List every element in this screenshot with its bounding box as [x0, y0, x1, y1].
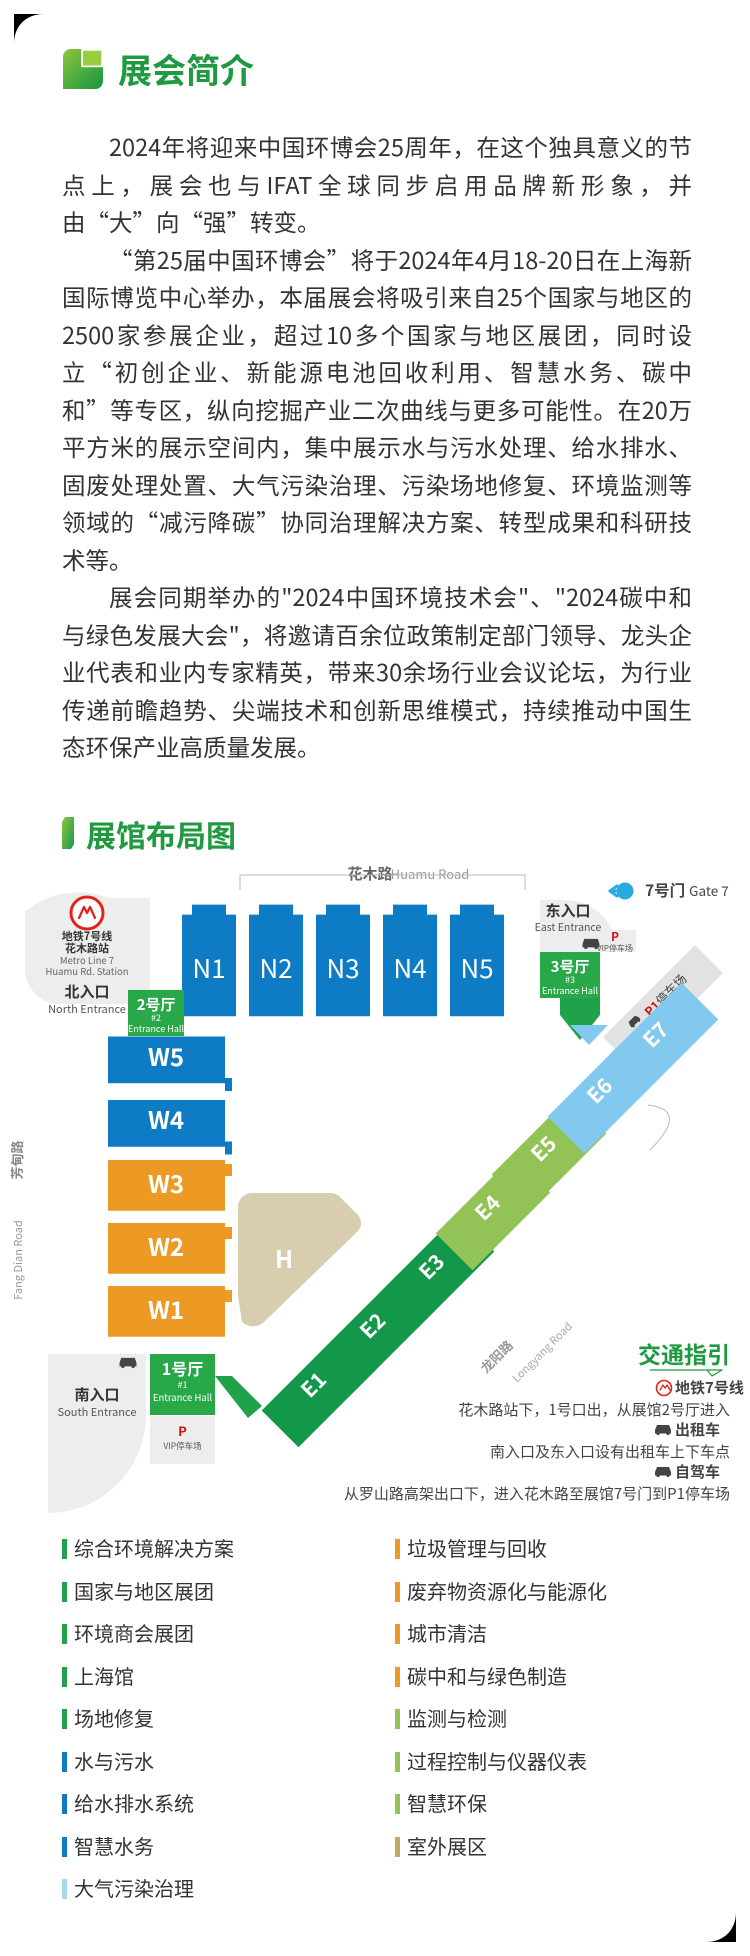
- svg-text:North Entrance: North Entrance: [48, 1001, 126, 1017]
- svg-text:花木路站下，1号口出，从展馆2号厅进入: 花木路站下，1号口出，从展馆2号厅进入: [458, 1399, 730, 1420]
- svg-text:自驾车: 自驾车: [675, 1461, 720, 1482]
- svg-text:出租车: 出租车: [675, 1419, 720, 1440]
- svg-text:East Entrance: East Entrance: [535, 920, 602, 935]
- svg-text:Entrance Hall: Entrance Hall: [153, 1390, 213, 1404]
- svg-text:W1: W1: [148, 1291, 184, 1326]
- svg-text:Huamu Rd. Station: Huamu Rd. Station: [45, 964, 128, 978]
- svg-text:东入口: 东入口: [545, 900, 590, 921]
- svg-text:南入口及东入口设有出租车上下车点: 南入口及东入口设有出租车上下车点: [490, 1441, 730, 1462]
- svg-text:VIP停车场: VIP停车场: [597, 943, 633, 954]
- svg-text:P: P: [178, 1421, 187, 1440]
- svg-text:N2: N2: [259, 949, 292, 986]
- svg-text:Longyang Road: Longyang Road: [509, 1319, 576, 1386]
- svg-text:W3: W3: [148, 1165, 184, 1200]
- svg-text:芳甸路: 芳甸路: [7, 1140, 26, 1179]
- svg-text:N4: N4: [393, 949, 426, 986]
- svg-text:N5: N5: [460, 949, 493, 986]
- svg-text:花木路: 花木路: [347, 863, 392, 884]
- svg-text:W5: W5: [148, 1038, 184, 1073]
- svg-text:N1: N1: [192, 949, 225, 986]
- svg-text:交通指引: 交通指引: [638, 1336, 730, 1370]
- svg-text:Entrance Hall: Entrance Hall: [542, 984, 599, 997]
- svg-text:Fang Dian Road: Fang Dian Road: [10, 1220, 26, 1300]
- svg-text:地铁7号线: 地铁7号线: [675, 1377, 744, 1398]
- svg-text:Entrance Hall: Entrance Hall: [128, 1022, 185, 1035]
- svg-text:南入口: 南入口: [74, 1384, 119, 1405]
- svg-text:W4: W4: [148, 1101, 184, 1136]
- svg-text:N3: N3: [326, 949, 359, 986]
- svg-text:北入口: 北入口: [64, 981, 109, 1002]
- svg-text:South Entrance: South Entrance: [58, 1404, 137, 1420]
- svg-text:从罗山路高架出口下，进入花木路至展馆7号门到P1停车场: 从罗山路高架出口下，进入花木路至展馆7号门到P1停车场: [344, 1483, 730, 1504]
- svg-text:龙阳路: 龙阳路: [476, 1336, 517, 1377]
- svg-text:H: H: [275, 1240, 293, 1275]
- svg-text:1号厅: 1号厅: [162, 1356, 203, 1380]
- svg-text:W2: W2: [148, 1228, 184, 1263]
- svg-text:Huamu Road: Huamu Road: [391, 864, 470, 883]
- svg-text:VIP停车场: VIP停车场: [163, 1440, 201, 1452]
